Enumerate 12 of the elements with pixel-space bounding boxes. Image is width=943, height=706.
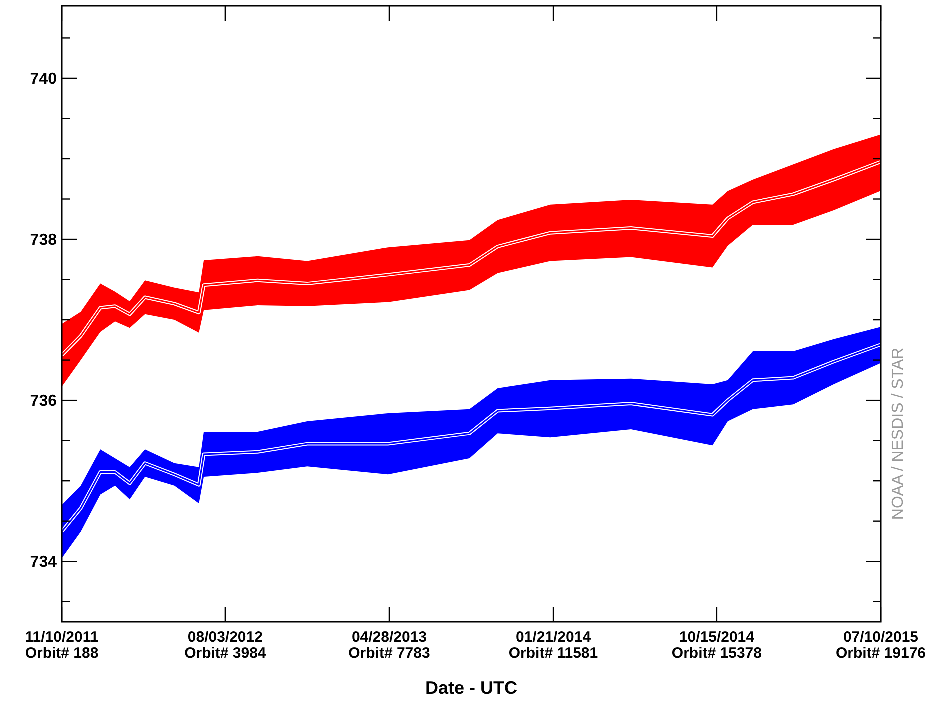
x-axis-title: Date - UTC: [425, 678, 518, 698]
x-tick-label: 10/15/2014 Orbit# 15378: [672, 629, 762, 662]
y-tick-label: 736: [30, 393, 58, 410]
x-tick-label: 07/10/2015 Orbit# 19176: [836, 629, 926, 662]
y-tick-label: 734: [30, 554, 58, 572]
x-tick-label: 08/03/2012 Orbit# 3984: [184, 629, 267, 662]
y-tick-label: 738: [30, 232, 58, 250]
x-tick-label: 11/10/2011 Orbit# 188: [25, 629, 99, 662]
y-tick-label: 740: [30, 71, 58, 88]
x-tick-label: 01/21/2014 Orbit# 11581: [508, 629, 598, 662]
x-tick-label: 04/28/2013 Orbit# 7783: [348, 629, 430, 662]
text: NOAA / NESDIS / STAR: [890, 348, 907, 520]
